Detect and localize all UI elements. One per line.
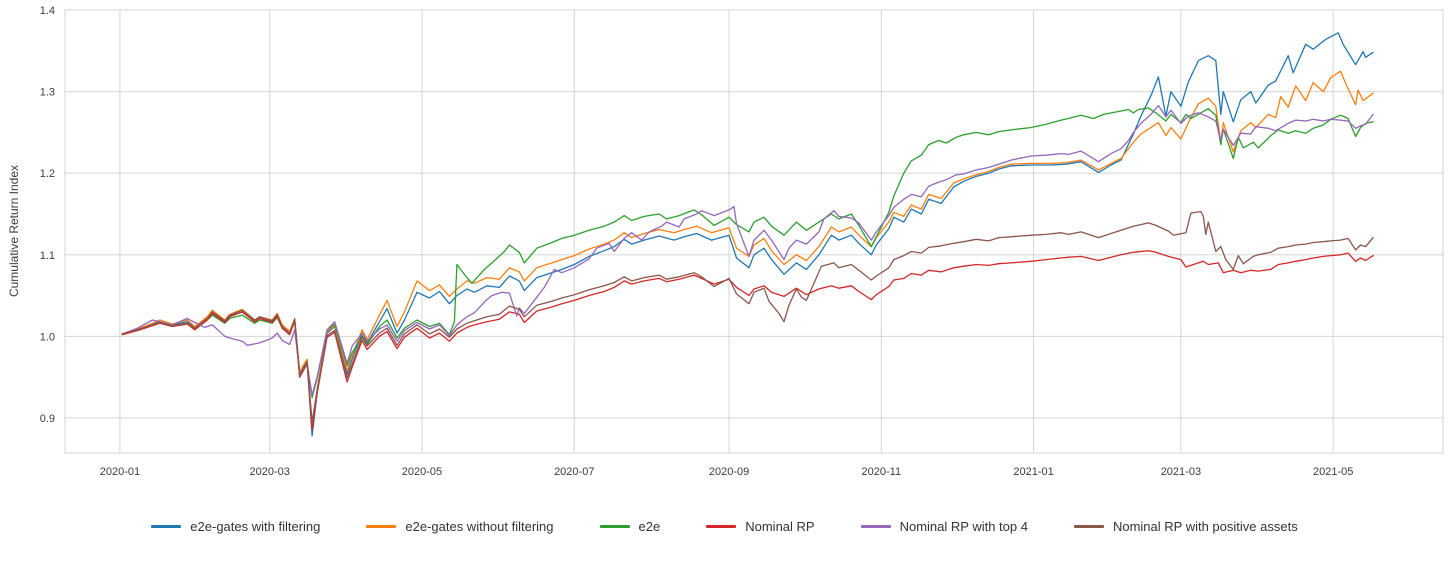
- legend-swatch-nominal-rp-top4: [860, 525, 891, 528]
- x-tick-label: 2021-03: [1161, 466, 1201, 478]
- plot-border: [64, 9, 1444, 454]
- legend-item-nominal-rp: Nominal RP: [706, 519, 815, 534]
- legend-item-e2e-gates-without-filtering: e2e-gates without filtering: [366, 519, 554, 534]
- x-tick-label: 2020-05: [402, 466, 442, 478]
- legend-swatch-e2e-gates-with-filtering: [151, 525, 182, 528]
- y-tick-label: 1.4: [40, 5, 55, 17]
- series-line-nominal-rp: [121, 250, 1374, 431]
- x-tick-label: 2020-07: [554, 466, 594, 478]
- series-line-nominal-rp-top4: [121, 104, 1374, 396]
- grid-lines: [65, 9, 1443, 453]
- legend-label-nominal-rp-positive-assets: Nominal RP with positive assets: [1112, 519, 1298, 534]
- series-line-e2e-gates-without-filtering: [121, 70, 1374, 427]
- legend-label-e2e-gates-without-filtering: e2e-gates without filtering: [405, 519, 554, 534]
- legend-item-e2e: e2e: [599, 519, 661, 534]
- legend-label-e2e-gates-with-filtering: e2e-gates with filtering: [190, 519, 321, 534]
- x-tick-label: 2020-01: [100, 466, 140, 478]
- legend-label-e2e: e2e: [638, 519, 661, 534]
- y-axis-label: Cumulative Return Index: [7, 165, 21, 297]
- x-tick-label: 2021-05: [1313, 466, 1353, 478]
- x-tick-label: 2020-09: [709, 466, 749, 478]
- legend-item-e2e-gates-with-filtering: e2e-gates with filtering: [151, 519, 320, 534]
- series-line-nominal-rp-positive-assets: [121, 210, 1374, 423]
- y-tick-label: 0.9: [40, 413, 55, 425]
- y-tick-label: 1.2: [40, 168, 55, 180]
- legend-swatch-e2e-gates-without-filtering: [366, 525, 397, 528]
- x-tick-label: 2020-11: [862, 466, 902, 478]
- chart-legend: e2e-gates with filtering e2e-gates withou…: [0, 519, 1449, 534]
- plot-svg: Cumulative Return Index 0.9 1.0 1.1 1.2 1.3 1…: [7, 5, 1444, 478]
- legend-item-nominal-rp-top4: Nominal RP with top 4: [860, 519, 1028, 534]
- x-tick-label: 2020-03: [250, 466, 290, 478]
- legend-label-nominal-rp: Nominal RP: [745, 519, 815, 534]
- y-tick-label: 1.1: [40, 250, 55, 262]
- legend-item-nominal-rp-positive-assets: Nominal RP with positive assets: [1073, 519, 1298, 534]
- legend-swatch-nominal-rp: [706, 525, 737, 528]
- y-tick-label: 1.0: [40, 331, 55, 343]
- legend-swatch-nominal-rp-positive-assets: [1073, 525, 1104, 528]
- series-line-e2e-gates-with-filtering: [121, 32, 1374, 437]
- y-tick-label: 1.3: [40, 87, 55, 99]
- legend-label-nominal-rp-top4: Nominal RP with top 4: [899, 519, 1028, 534]
- x-tick-label: 2021-01: [1013, 466, 1053, 478]
- legend-swatch-e2e: [599, 525, 630, 528]
